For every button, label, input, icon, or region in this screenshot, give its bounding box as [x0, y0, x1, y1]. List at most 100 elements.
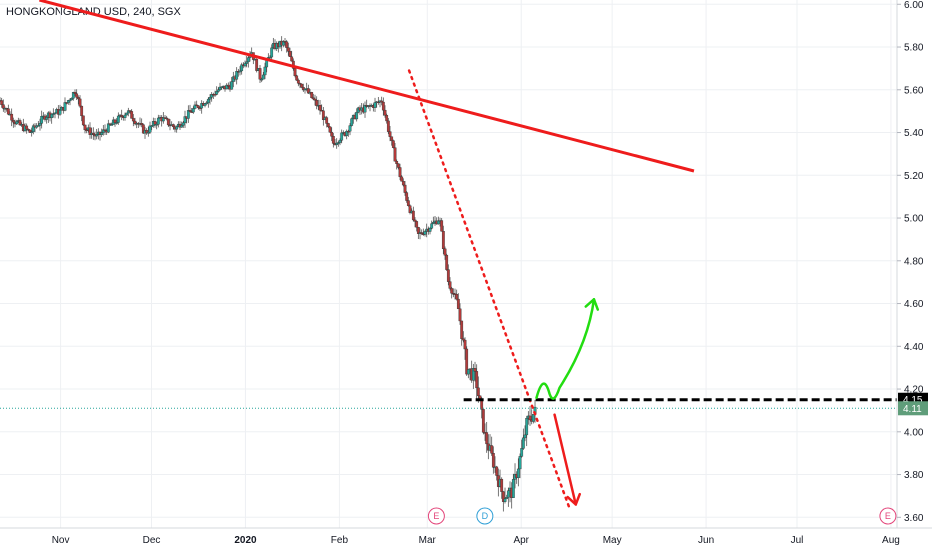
candle-body: [330, 131, 334, 137]
candle-body: [226, 84, 230, 87]
candle-body: [75, 93, 79, 98]
candle-body: [78, 98, 82, 107]
candle-body: [230, 81, 234, 90]
candle-body: [380, 100, 384, 103]
y-tick-label: 5.80: [904, 43, 924, 54]
candle-body: [30, 131, 34, 133]
candle-body: [141, 124, 145, 134]
candle-body: [40, 116, 44, 124]
x-tick-label: Jul: [791, 535, 804, 546]
candle-body: [441, 231, 445, 250]
candle-body: [328, 126, 332, 133]
candle-body: [11, 120, 15, 123]
y-tick-label: 4.60: [904, 299, 924, 310]
candle-body: [101, 129, 105, 133]
candle-body: [165, 117, 169, 120]
candle-body: [485, 432, 489, 445]
candle-body: [263, 66, 267, 76]
candle-body: [431, 222, 435, 224]
candle-body: [466, 369, 470, 375]
candle-body: [295, 75, 299, 81]
candle-body: [363, 105, 367, 113]
event-marker-circle: [879, 507, 897, 525]
grid-lines: [0, 0, 897, 528]
candle-body: [301, 87, 305, 91]
candle-body: [505, 497, 509, 500]
candle-body: [155, 124, 159, 126]
arrow-down-shaft: [553, 413, 578, 506]
candle-body: [88, 127, 92, 135]
x-tick-label: Feb: [331, 535, 349, 546]
candle-body: [205, 102, 209, 105]
candle-body: [415, 221, 419, 228]
candle-body: [281, 41, 285, 46]
candle-body: [385, 115, 389, 122]
candle-body: [238, 70, 242, 73]
candle-body: [68, 99, 72, 102]
candle-body: [396, 163, 400, 168]
y-tick-label: 5.40: [904, 128, 924, 139]
event-marker: E: [879, 507, 897, 525]
candle-body: [331, 136, 335, 144]
candle-body: [455, 294, 459, 300]
candle-body: [140, 123, 144, 125]
candle-body: [383, 109, 387, 116]
candle-body: [393, 147, 397, 162]
candle-body: [106, 123, 110, 133]
candle-body: [495, 466, 499, 476]
candle-body: [66, 100, 70, 103]
event-marker-circle: [476, 507, 494, 525]
candle-body: [130, 111, 134, 119]
candle-body: [406, 200, 410, 206]
candle-body: [346, 130, 350, 133]
time-axis[interactable]: Nov Dec 2020 Feb Mar Apr May Jun Jul Aug: [52, 535, 900, 546]
candle-body: [191, 108, 195, 113]
x-tick-label: Jun: [698, 535, 714, 546]
candle-body: [145, 130, 149, 134]
candle-body: [446, 269, 450, 282]
candle-body: [411, 210, 415, 221]
candle-body: [63, 102, 67, 111]
candle-body: [326, 123, 330, 128]
candle-body: [268, 56, 272, 59]
candle-body: [306, 88, 310, 94]
candle-body: [156, 117, 160, 125]
price-badges: 4.154.11: [898, 392, 928, 416]
candle-body: [471, 368, 475, 381]
candle-body: [528, 415, 532, 421]
candle-body: [193, 104, 197, 109]
candle-body: [523, 434, 527, 439]
candle-body: [128, 110, 132, 112]
candle-body: [531, 414, 535, 422]
candle-body: [71, 92, 75, 99]
candle-body: [443, 248, 447, 256]
y-tick-label: 5.60: [904, 85, 924, 96]
y-tick-label: 4.80: [904, 256, 924, 267]
price-badge-box: [898, 401, 928, 416]
candle-body: [183, 116, 187, 123]
candle-body: [373, 102, 377, 108]
candle-body: [116, 115, 120, 123]
candle-body: [26, 128, 30, 131]
candle-body: [161, 117, 165, 122]
candle-body: [491, 453, 495, 468]
candle-body: [258, 68, 262, 80]
price-axis[interactable]: 6.00 5.80 5.60 5.40 5.20 5.00 4.80 4.60 4.40 4.20…: [897, 0, 924, 524]
event-marker: D: [476, 507, 494, 525]
candle-body: [195, 104, 199, 107]
candle-body: [10, 113, 14, 121]
candle-body: [213, 94, 217, 96]
candle-body: [153, 121, 157, 125]
candle-body: [91, 132, 95, 135]
candle-body: [445, 254, 449, 270]
resistance-line: [39, 0, 695, 173]
candle-body: [336, 142, 340, 144]
candle-body: [413, 219, 417, 222]
candle-body: [400, 176, 404, 182]
y-tick-label: 3.60: [904, 513, 924, 524]
candle-body: [28, 129, 32, 133]
candle-body: [481, 409, 485, 433]
candle-body: [460, 320, 464, 339]
